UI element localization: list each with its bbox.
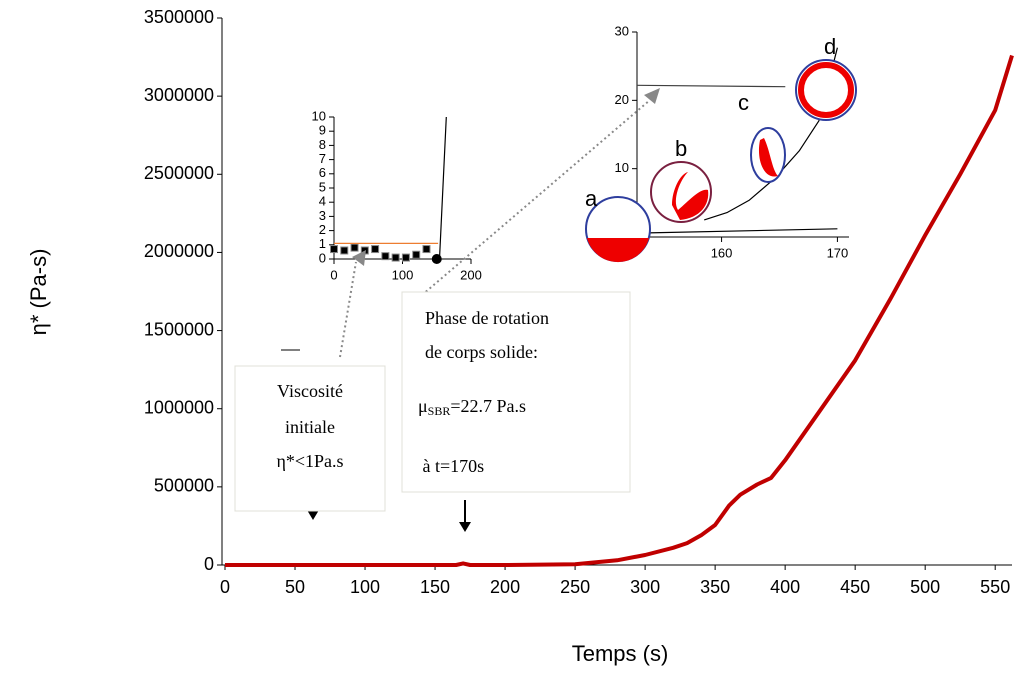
series-line (648, 228, 838, 234)
x-axis-title: Temps (s) (572, 641, 669, 666)
annotation-subscript: SBR (428, 404, 451, 418)
droplet-c-fill (758, 138, 778, 177)
x-tick-label: 150 (420, 577, 450, 597)
y-tick-label: 3500000 (144, 7, 214, 27)
x-tick-label: 300 (630, 577, 660, 597)
inset-annotation: c (738, 90, 749, 115)
series-line (225, 54, 1014, 567)
y-tick-label: 3 (319, 208, 326, 223)
inset-annotation: a (585, 186, 598, 211)
annotation-box (234, 365, 386, 512)
y-tick-label: 20 (615, 92, 629, 107)
y-tick-label: 0 (204, 554, 214, 574)
x-tick-label: 0 (330, 267, 337, 282)
droplet-d (795, 59, 857, 121)
series-line (636, 84, 786, 88)
arrow-head (307, 510, 319, 520)
droplet-a-fill (587, 238, 649, 263)
x-tick-label: 170 (827, 245, 849, 260)
y-tick-label: 3000000 (144, 85, 214, 105)
marker (381, 252, 390, 261)
annotation-box (401, 291, 631, 493)
x-tick-label: 100 (350, 577, 380, 597)
y-tick-label: 1000000 (144, 397, 214, 417)
annotation-text: μ (418, 396, 428, 416)
y-tick-label: 9 (319, 123, 326, 138)
y-tick-label: 2000000 (144, 241, 214, 261)
y-tick-label: 2 (319, 222, 326, 237)
x-tick-label: 200 (490, 577, 520, 597)
x-tick-label: 160 (711, 245, 733, 260)
marker (391, 253, 400, 262)
y-tick-label: 30 (615, 23, 629, 38)
y-tick-label: 500000 (154, 476, 214, 496)
annotation-text: initiale (285, 417, 335, 437)
y-tick-label: 4 (319, 194, 326, 209)
x-tick-label: 50 (285, 577, 305, 597)
series-line (436, 116, 447, 260)
x-tick-label: 350 (700, 577, 730, 597)
droplet-b-fill (672, 172, 709, 220)
connector (421, 99, 651, 296)
y-tick-label: 5 (319, 179, 326, 194)
connector-head (352, 250, 366, 266)
y-tick-label: 1 (319, 236, 326, 251)
annotation-text: η*<1Pa.s (276, 451, 343, 471)
x-tick-label: 200 (460, 267, 482, 282)
y-tick-label: 10 (615, 160, 629, 175)
droplet-d-fill (798, 62, 854, 118)
annotation-text: Phase de rotation (425, 308, 549, 328)
marker (340, 246, 349, 255)
y-tick-label: 2500000 (144, 163, 214, 183)
y-tick-label: 10 (312, 108, 326, 123)
connector (339, 261, 357, 358)
marker (401, 253, 410, 262)
x-tick-label: 450 (840, 577, 870, 597)
annotation-text: μSBR=22.7 Pa.s (418, 396, 526, 418)
y-tick-label: 6 (319, 165, 326, 180)
inset-annotation: d (824, 34, 836, 59)
x-tick-label: 550 (980, 577, 1010, 597)
annotation-text: =22.7 Pa.s (450, 396, 526, 416)
annotation-text: à t=170s (418, 456, 484, 476)
y-tick-label: 1500000 (144, 319, 214, 339)
inset-annotation: b (675, 136, 687, 161)
plot-0: 0500000100000015000002000000250000030000… (144, 7, 1014, 597)
annotation-text: de corps solide: (425, 342, 538, 362)
marker (350, 243, 359, 252)
x-tick-label: 400 (770, 577, 800, 597)
x-tick-label: 100 (392, 267, 414, 282)
annotation-text: Viscosité (277, 381, 343, 401)
marker (371, 245, 380, 254)
connector-head (644, 88, 660, 104)
y-tick-label: 0 (319, 250, 326, 265)
arrow-head (459, 522, 471, 532)
x-tick-label: 500 (910, 577, 940, 597)
y-tick-label: 7 (319, 151, 326, 166)
x-tick-label: 0 (220, 577, 230, 597)
marker (330, 245, 338, 254)
y-tick-label: 8 (319, 137, 326, 152)
x-tick-label: 250 (560, 577, 590, 597)
marker (422, 245, 431, 254)
marker (412, 250, 421, 259)
y-axis-title: η* (Pa-s) (26, 249, 51, 336)
